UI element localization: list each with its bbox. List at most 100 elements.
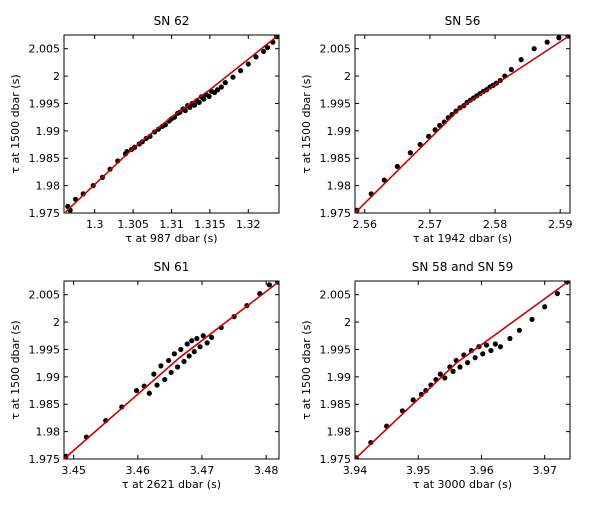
data-point [197,344,203,350]
y-tick-label: 1.99 [327,371,352,384]
fit-line [355,35,569,213]
x-axis-label: τ at 1942 dbar (s) [413,232,512,245]
data-point [204,340,210,346]
subplot-title: SN 58 and SN 59 [412,260,514,274]
data-point [178,346,184,353]
data-point [518,57,524,63]
y-tick-label: 1.995 [29,97,61,110]
data-point [464,360,471,366]
data-point [186,353,192,359]
data-point [410,397,416,403]
data-point [423,387,429,394]
data-point [182,107,188,114]
subplot-sn-62: 1.3 1.305 1.31 1.315 1.32 1.975 1.98 1.985 1.99 1… [9,14,280,245]
y-tick-label: 1.975 [29,453,61,466]
data-point [264,44,271,51]
data-point [266,282,272,288]
y-tick-label: 1.985 [29,152,61,165]
x-tick-label: 2.58 [483,218,508,231]
data-point [529,316,535,322]
subplot-title: SN 61 [154,260,190,274]
x-tick-label: 2.59 [548,218,573,231]
data-point [133,387,140,394]
data-point [531,46,537,52]
x-tick-label: 2.57 [418,218,443,231]
subplot-sn-58-59: 3.94 3.95 3.96 3.97 1.975 1.98 1.985 1.99 1.995 2… [300,260,571,491]
y-tick-label: 1.975 [29,207,61,220]
axes-box [354,280,571,460]
y-tick-label: 1.985 [320,152,352,165]
data-point [146,390,152,396]
plot-area [355,35,570,213]
data-point [437,371,443,377]
data-point [218,84,225,90]
x-tick-label: 3.47 [190,464,215,477]
data-point [457,364,463,370]
subplot-sn-61: 3.45 3.46 3.47 3.48 1.975 1.98 1.985 1.99 1.995 2… [9,260,280,491]
y-tick-label: 2 [53,316,60,329]
data-point [417,141,423,148]
x-tick-label: 3.96 [469,464,494,477]
y-tick-label: 1.995 [320,343,352,356]
data-point [209,334,215,341]
data-point [508,66,514,73]
data-point [556,35,562,41]
data-point [516,327,523,333]
data-point [542,304,548,310]
y-tick-label: 1.98 [327,180,352,193]
y-tick-label: 2 [53,70,60,83]
x-axis-label: τ at 2621 dbar (s) [122,478,221,491]
axes-box [354,34,571,214]
data-point [450,368,456,374]
y-tick-label: 1.985 [320,398,352,411]
data-point [168,369,174,376]
y-tick-label: 1.98 [36,426,61,439]
x-tick-label: 1.305 [117,218,149,231]
data-point [166,357,172,364]
plot-area [355,281,570,459]
data-point [201,96,207,102]
data-point [230,74,236,80]
y-tick-label: 1.98 [36,180,61,193]
data-point [191,102,198,108]
subplot-title: SN 56 [445,14,481,28]
y-tick-label: 1.98 [327,426,352,439]
data-point [253,54,259,60]
y-tick-label: 1.995 [320,97,352,110]
data-point [151,371,157,377]
y-axis-label: τ at 1500 dbar (s) [300,74,313,173]
data-point [194,335,200,342]
y-axis-label: τ at 1500 dbar (s) [300,320,313,419]
data-point [154,382,160,388]
x-tick-label: 3.97 [532,464,557,477]
x-tick-label: 1.32 [236,218,261,231]
data-point [394,163,400,170]
y-tick-label: 1.995 [29,343,61,356]
y-tick-label: 1.975 [320,453,352,466]
y-tick-label: 2.005 [29,289,61,302]
data-point [492,341,498,347]
data-point [174,364,181,370]
data-point [497,344,504,350]
x-axis-label: τ at 3000 dbar (s) [413,478,512,491]
data-point [184,341,190,347]
y-tick-label: 2 [344,316,351,329]
y-tick-label: 2.005 [29,43,61,56]
data-point [162,376,168,383]
x-tick-label: 3.46 [126,464,151,477]
fit-line [64,282,279,459]
y-axis-label: τ at 1500 dbar (s) [9,320,22,419]
data-point [442,375,448,381]
data-point [381,177,387,183]
y-tick-label: 1.99 [327,125,352,138]
axes-box [63,34,280,214]
data-point [158,363,164,369]
data-point [488,347,494,354]
data-point [483,342,490,348]
x-tick-label: 3.95 [406,464,431,477]
plot-area [64,281,279,459]
data-point [187,104,193,110]
data-point [181,358,187,365]
x-tick-label: 2.56 [353,218,378,231]
x-tick-label: 3.45 [61,464,86,477]
